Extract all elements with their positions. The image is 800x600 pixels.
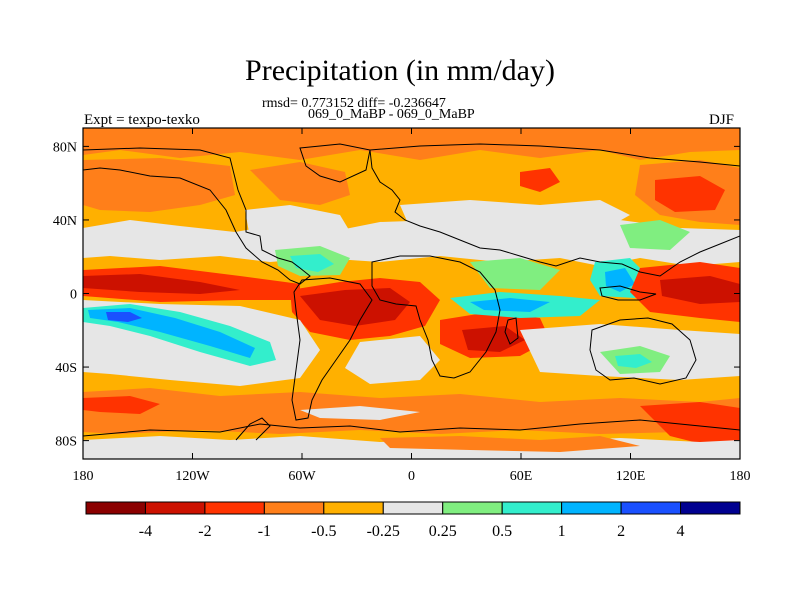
chart-subtitle: 069_0_MaBP - 069_0_MaBP <box>308 107 475 122</box>
colorbar-label: -0.25 <box>367 523 400 540</box>
atlantic-equator-dry-core <box>300 288 410 326</box>
south-atlantic-neutral <box>345 336 440 384</box>
experiment-label: Expt = texpo-texko <box>84 112 200 128</box>
east-pacific-wet-core <box>106 312 142 322</box>
colorbar-label: -4 <box>139 523 152 540</box>
north-atlantic-dry <box>250 162 350 205</box>
south-america-outline <box>291 277 373 421</box>
x-tick-label: 180 <box>73 469 94 484</box>
colorbar: -4 -2 -1 -0.5 -0.25 0.25 0.5 1 2 4 <box>85 501 741 540</box>
indonesia-outline <box>599 285 657 301</box>
y-tick-label: 40N <box>53 214 77 229</box>
antarctica-outline <box>83 419 740 437</box>
colorbar-label: 0.25 <box>429 523 457 540</box>
colorbar-label: -1 <box>258 523 271 540</box>
chart-title: Precipitation (in mm/day) <box>245 54 555 87</box>
y-tick-label: 80N <box>53 140 77 155</box>
y-tick-label: 80S <box>55 435 77 450</box>
east-asia-dry-core <box>655 176 725 212</box>
x-tick-label: 60W <box>288 469 316 484</box>
south-pacific-dry <box>83 396 160 414</box>
north-america-neutral <box>245 205 355 252</box>
x-tick-label: 120E <box>616 469 646 484</box>
south-indian-dry <box>640 402 740 446</box>
colorbar-label: 4 <box>677 523 685 540</box>
colorbar-box <box>501 501 563 515</box>
colorbar-box <box>144 501 206 515</box>
africa-dry-core <box>462 326 525 352</box>
eurasia-outline <box>369 143 740 277</box>
x-tick-label: 0 <box>408 469 415 484</box>
arctic-dry-band <box>83 128 740 160</box>
west-pacific-wet-core <box>605 268 635 292</box>
axis-tick-labels: 180 120W 60W 0 60E 120E 180 80N 40N 0 40S 80S <box>53 140 751 484</box>
antarctic-dry <box>380 436 640 452</box>
x-tick-label: 180 <box>730 469 751 484</box>
antarctic-peninsula-outline <box>235 417 271 441</box>
colorbar-label: 2 <box>617 523 625 540</box>
colorbar-box <box>680 501 741 515</box>
north-pacific-dry <box>83 158 235 212</box>
x-tick-label: 60E <box>510 469 533 484</box>
colorbar-label: -2 <box>198 523 211 540</box>
asia-wet <box>620 220 690 250</box>
y-tick-label: 40S <box>55 361 77 376</box>
colorbar-box <box>620 501 682 515</box>
arabian-wet <box>470 258 560 290</box>
southern-ocean-neutral <box>300 406 420 420</box>
caribbean-wet-core <box>290 254 334 272</box>
maritime-continent-dry-core <box>660 276 740 304</box>
y-tick-label: 0 <box>70 288 77 303</box>
colorbar-box <box>323 501 384 515</box>
colorbar-box <box>263 501 325 515</box>
colorbar-label: 0.5 <box>492 523 512 540</box>
madagascar-outline <box>504 317 519 345</box>
africa-outline <box>371 255 501 379</box>
colorbar-box <box>561 501 622 515</box>
colorbar-box <box>204 501 265 515</box>
axis-ticks <box>82 128 741 459</box>
west-pacific-dry-core <box>83 274 240 294</box>
season-label: DJF <box>709 112 735 128</box>
australia-wet-2 <box>615 354 652 368</box>
continent-outlines <box>83 143 740 441</box>
greenland-outline <box>299 143 371 183</box>
rmsd-diff-stats: rmsd= 0.773152 diff= -0.236647 <box>262 96 446 111</box>
europe-dry-patch <box>520 168 560 192</box>
colorbar-label: -0.5 <box>311 523 336 540</box>
eurasia-neutral <box>400 200 630 235</box>
colorbar-label: 1 <box>558 523 566 540</box>
precipitation-field <box>83 128 740 459</box>
indian-ocean-wet-core <box>470 298 550 312</box>
australia-outline <box>589 317 697 385</box>
x-tick-label: 120W <box>175 469 210 484</box>
colorbar-box <box>382 501 444 515</box>
colorbar-box <box>442 501 503 515</box>
colorbar-box <box>85 501 146 515</box>
